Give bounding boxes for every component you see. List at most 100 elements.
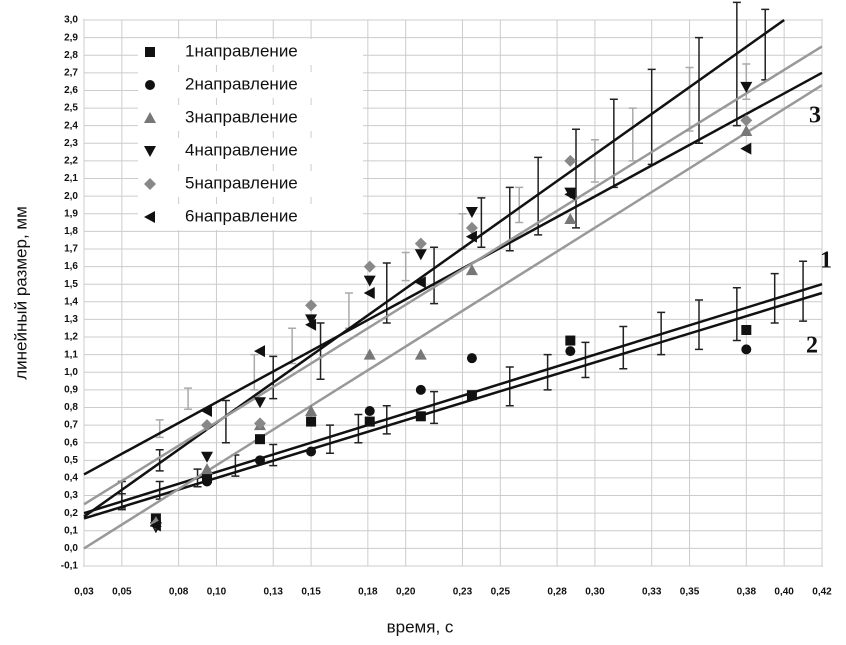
point xyxy=(564,154,577,167)
point xyxy=(253,345,265,358)
point xyxy=(414,348,427,360)
legend-marker xyxy=(144,178,156,190)
y-tick-label: 0,2 xyxy=(64,508,78,519)
legend-label: 4направление xyxy=(185,140,298,159)
point xyxy=(364,416,375,427)
point xyxy=(415,384,426,395)
error-bar xyxy=(401,251,410,282)
x-tick-label: 0,05 xyxy=(112,587,132,598)
point xyxy=(363,287,375,299)
x-tick-label: 0,23 xyxy=(453,587,473,598)
y-tick-label: 2,1 xyxy=(64,173,78,184)
point xyxy=(415,411,426,422)
x-tick-label: 0,10 xyxy=(207,587,227,598)
x-tick-label: 0,03 xyxy=(74,587,94,598)
point xyxy=(740,114,753,127)
point xyxy=(414,249,427,261)
error-bar xyxy=(695,299,703,351)
legend-label: 3направление xyxy=(185,107,298,126)
y-tick-label: 0,0 xyxy=(64,543,78,554)
legend-bg xyxy=(138,171,363,197)
error-bar xyxy=(382,262,391,324)
point xyxy=(305,314,318,326)
y-tick-label: 1,0 xyxy=(64,367,78,378)
legend-label: 1направление xyxy=(185,41,298,60)
fit-line xyxy=(83,71,823,476)
point xyxy=(565,346,576,357)
y-tick-label: 0,5 xyxy=(64,455,78,466)
point xyxy=(564,213,577,225)
point xyxy=(414,276,426,289)
legend-marker xyxy=(144,112,156,123)
y-tick-label: 1,7 xyxy=(64,244,78,255)
error-bar xyxy=(619,325,628,370)
error-bar xyxy=(732,286,741,342)
fit-line xyxy=(83,18,785,518)
error-bar xyxy=(515,186,524,224)
error-bar xyxy=(184,387,193,410)
y-tick-label: 2,6 xyxy=(64,85,78,96)
error-bar xyxy=(581,341,590,379)
x-tick-label: 0,38 xyxy=(737,587,757,598)
legend-label: 2направление xyxy=(185,74,298,93)
legend-label: 6направление xyxy=(185,206,298,225)
y-tick-label: 1,1 xyxy=(64,349,78,360)
point xyxy=(565,335,576,346)
error-bar xyxy=(590,139,599,183)
point xyxy=(466,390,477,401)
x-tick-label: 0,30 xyxy=(585,587,605,598)
point xyxy=(305,318,317,331)
x-tick-label: 0,28 xyxy=(547,587,567,598)
legend-marker xyxy=(144,146,156,157)
y-tick-label: 3,0 xyxy=(64,15,78,26)
error-bar xyxy=(269,355,278,400)
x-tick-label: 0,18 xyxy=(358,587,378,598)
point xyxy=(306,416,317,427)
point xyxy=(741,344,752,355)
point xyxy=(254,434,265,445)
error-bar xyxy=(505,366,514,407)
y-tick-label: 1,5 xyxy=(64,279,78,290)
y-tick-label: 2,9 xyxy=(64,32,78,43)
x-tick-label: 0,13 xyxy=(263,587,283,598)
legend-bg xyxy=(138,72,363,98)
error-bar xyxy=(572,128,580,229)
x-tick-label: 0,15 xyxy=(301,587,321,598)
point xyxy=(201,405,212,418)
legend-marker xyxy=(145,80,155,90)
y-tick-label: 2,0 xyxy=(64,191,78,202)
y-tick-label: 2,7 xyxy=(64,67,78,78)
x-tick-label: 0,25 xyxy=(491,587,511,598)
point xyxy=(466,353,477,364)
point xyxy=(364,406,375,417)
x-tick-label: 0,20 xyxy=(396,587,416,598)
point xyxy=(202,476,212,487)
point xyxy=(363,260,376,273)
y-tick-label: 1,4 xyxy=(64,296,78,307)
legend-bg xyxy=(138,138,363,164)
legend-marker xyxy=(144,211,155,223)
error-bar xyxy=(326,424,334,455)
point xyxy=(740,142,752,155)
point xyxy=(306,446,317,457)
point xyxy=(740,124,753,136)
point xyxy=(363,275,376,287)
x-tick-label: 0,35 xyxy=(680,587,700,598)
y-tick-label: 0,3 xyxy=(64,490,78,501)
error-bar xyxy=(155,449,164,472)
point xyxy=(305,405,318,417)
y-tick-label: 2,3 xyxy=(64,138,78,149)
point xyxy=(149,519,161,532)
error-bar xyxy=(543,353,552,391)
point xyxy=(201,451,213,463)
y-tick-label: 1,6 xyxy=(64,261,78,272)
point xyxy=(253,417,266,430)
error-bar xyxy=(477,197,486,248)
x-tick-label: 0,42 xyxy=(812,587,832,598)
error-bar xyxy=(695,36,703,145)
y-tick-label: 0,7 xyxy=(64,420,78,431)
point xyxy=(201,463,213,475)
curve-label: 3 xyxy=(809,103,821,129)
curve-label: 2 xyxy=(806,333,818,359)
